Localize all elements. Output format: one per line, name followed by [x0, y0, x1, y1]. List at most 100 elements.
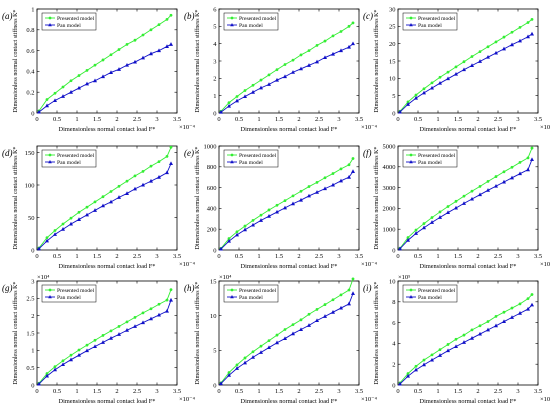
legend-presented-marker [48, 16, 52, 20]
presented-model-point [315, 308, 319, 311]
panel-label: (b) [184, 11, 195, 21]
pan-model-point [61, 227, 65, 231]
y-tick-label: 0 [213, 247, 216, 254]
chart-panel-5: 0 0.5 1 1.5 2 2.5 3 3.5 0 200 400 600 800 1000 ×10⁻⁴ Di… [184, 143, 378, 270]
x-tick-label: 2.5 [315, 253, 323, 260]
presented-model-point [117, 325, 121, 328]
presented-model-point [347, 163, 351, 167]
legend-pan-marker [230, 23, 234, 27]
presented-model-point [61, 85, 65, 89]
y-axis-label: Dimensionless normal contact stiffness K… [12, 10, 19, 113]
y-tick-label: 0 [392, 247, 395, 254]
pan-model-point [69, 90, 73, 94]
x-exponent: ×10⁻⁴ [361, 261, 378, 268]
pan-model-point [478, 331, 482, 336]
presented-model-point [149, 28, 153, 32]
y-axis-label: Dimensionless normal contact stiffness K… [194, 147, 201, 250]
presented-model-point [141, 33, 145, 37]
presented-model-point [101, 195, 105, 199]
pan-model-point [251, 355, 255, 359]
legend-pan-label: Pan model [239, 295, 263, 301]
legend-box [223, 284, 279, 303]
pan-model-point [235, 366, 239, 370]
presented-model-point [125, 42, 129, 46]
presented-model-point [53, 365, 57, 369]
y-tick-label: 3 [213, 58, 216, 65]
legend-pan-label: Pan model [418, 160, 442, 166]
x-tick-label: 3 [155, 388, 158, 395]
pan-model-point [141, 320, 145, 325]
presented-model-line [399, 19, 533, 112]
pan-model-point [133, 186, 137, 191]
x-tick-label: 2.5 [133, 388, 141, 395]
presented-model-point [323, 39, 327, 43]
y-tick-label: 800 [207, 164, 217, 171]
y-exponent: ×10⁴ [37, 274, 50, 281]
panel-label: (g) [2, 283, 13, 293]
presented-model-point [486, 45, 490, 49]
presented-model-point [518, 25, 522, 29]
pan-model-point [53, 367, 57, 372]
y-tick-label: 0.5 [26, 365, 34, 372]
pan-model-point [283, 336, 287, 341]
presented-model-point [486, 320, 490, 323]
legend-presented-label: Presented model [239, 16, 277, 22]
pan-model-point [347, 44, 351, 49]
presented-model-point [125, 320, 129, 324]
y-tick-label: 10 [389, 278, 396, 285]
pan-model-point [77, 85, 81, 90]
y-tick-label: 4000 [383, 164, 396, 171]
pan-model-point [414, 95, 418, 100]
legend-box [41, 284, 97, 303]
presented-model-point [157, 23, 161, 26]
presented-model-point [117, 184, 121, 188]
x-axis-label: Dimensionless normal contact load F* [420, 126, 517, 133]
legend-presented-marker [230, 16, 234, 20]
presented-model-point [133, 38, 137, 42]
presented-model-point [165, 298, 169, 302]
presented-model-point [478, 50, 482, 54]
presented-model-point [526, 21, 530, 24]
legend-presented-marker [48, 288, 52, 292]
y-tick-label: 8 [392, 299, 395, 306]
pan-model-point [510, 315, 514, 319]
presented-model-point [351, 157, 355, 160]
y-tick-label: 600 [207, 185, 217, 192]
presented-model-point [291, 194, 295, 198]
pan-model-point [101, 203, 105, 208]
y-tick-label: 6 [213, 6, 217, 13]
presented-model-point [331, 34, 335, 38]
pan-model-point [398, 246, 402, 251]
pan-model-point [149, 178, 153, 183]
legend-pan-marker [409, 23, 413, 27]
y-tick-label: 0 [213, 110, 216, 117]
x-tick-label: 1.5 [93, 253, 101, 260]
pan-model-point [219, 109, 223, 114]
legend-box [41, 149, 97, 168]
pan-model-point [275, 209, 279, 214]
presented-model-point [283, 199, 287, 203]
x-exponent: ×10⁻⁴ [361, 396, 378, 403]
x-tick-label: 3.5 [355, 388, 363, 395]
presented-model-point [510, 30, 514, 34]
legend-presented-label: Presented model [418, 288, 456, 294]
pan-model-point [530, 157, 534, 162]
pan-model-point [422, 362, 426, 367]
presented-model-point [530, 146, 534, 150]
y-tick-label: 1000 [204, 143, 217, 150]
presented-model-point [141, 169, 145, 173]
presented-model-point [494, 314, 498, 318]
x-tick-label: 1 [257, 253, 260, 260]
y-tick-label: 0 [31, 110, 34, 117]
x-tick-label: 2.5 [133, 116, 141, 123]
x-tick-label: 3.5 [355, 116, 363, 123]
pan-model-point [141, 55, 145, 60]
pan-model-point [243, 227, 247, 232]
legend-presented-marker [48, 153, 52, 157]
x-tick-label: 0.5 [235, 116, 243, 123]
presented-model-point [315, 181, 319, 184]
pan-model-point [169, 297, 173, 302]
x-tick-label: 3 [155, 253, 158, 260]
pan-model-point [446, 348, 450, 353]
